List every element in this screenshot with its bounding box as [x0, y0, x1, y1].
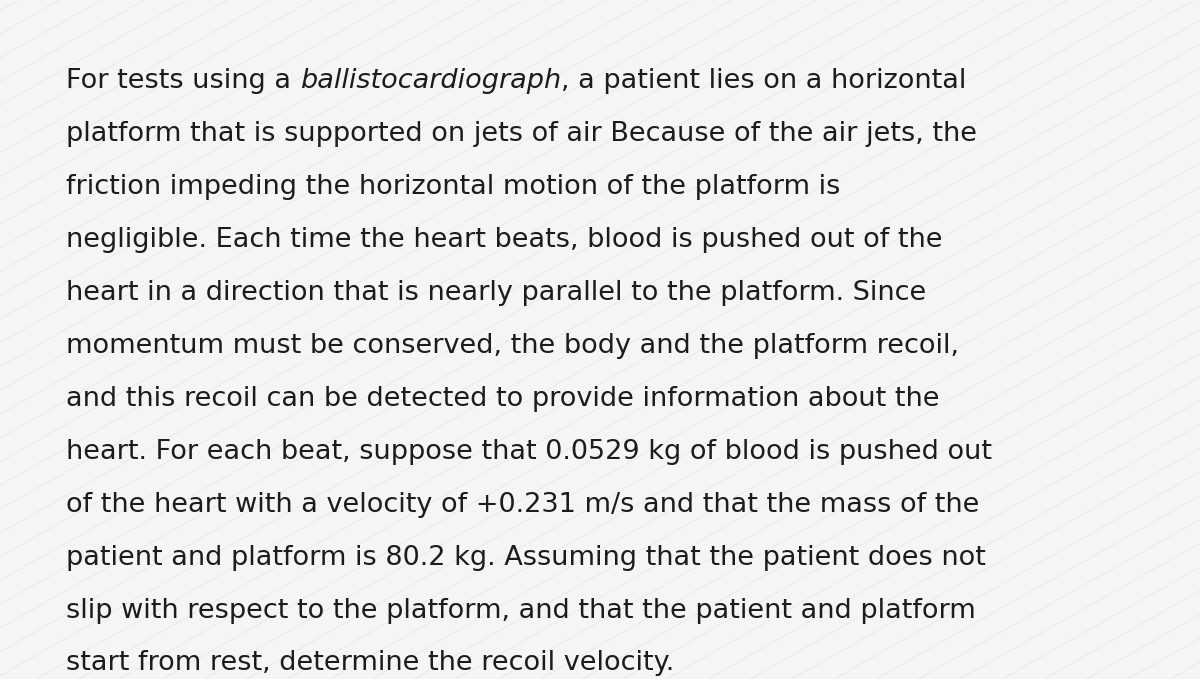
Text: of the heart with a velocity of +0.231 m/s and that the mass of the: of the heart with a velocity of +0.231 m…: [66, 492, 979, 517]
Text: platform that is supported on jets of air Because of the air jets, the: platform that is supported on jets of ai…: [66, 121, 977, 147]
Text: , a patient lies on a horizontal: , a patient lies on a horizontal: [560, 68, 966, 94]
Text: For tests using a: For tests using a: [66, 68, 300, 94]
Text: start from rest, determine the recoil velocity.: start from rest, determine the recoil ve…: [66, 650, 674, 676]
Text: heart. For each beat, suppose that 0.0529 kg of blood is pushed out: heart. For each beat, suppose that 0.052…: [66, 439, 992, 464]
Text: heart in a direction that is nearly parallel to the platform. Since: heart in a direction that is nearly para…: [66, 280, 926, 306]
Text: momentum must be conserved, the body and the platform recoil,: momentum must be conserved, the body and…: [66, 333, 959, 359]
Text: slip with respect to the platform, and that the patient and platform: slip with respect to the platform, and t…: [66, 598, 976, 623]
Text: negligible. Each time the heart beats, blood is pushed out of the: negligible. Each time the heart beats, b…: [66, 227, 942, 253]
Text: patient and platform is 80.2 kg. Assuming that the patient does not: patient and platform is 80.2 kg. Assumin…: [66, 545, 986, 570]
Text: friction impeding the horizontal motion of the platform is: friction impeding the horizontal motion …: [66, 174, 840, 200]
Text: ballistocardiograph: ballistocardiograph: [300, 68, 560, 94]
Text: and this recoil can be detected to provide information about the: and this recoil can be detected to provi…: [66, 386, 940, 411]
